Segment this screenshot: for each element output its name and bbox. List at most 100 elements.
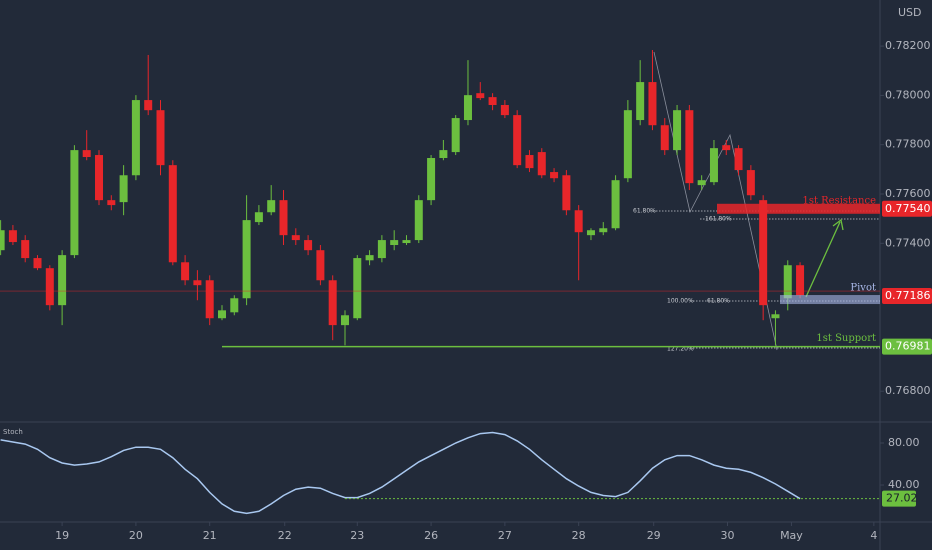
stoch-line bbox=[0, 431, 801, 515]
x-tick-label: 4 bbox=[870, 529, 877, 542]
candle-body bbox=[550, 172, 559, 179]
candle-body bbox=[500, 105, 509, 116]
candle-body bbox=[636, 82, 645, 121]
candle-body bbox=[722, 145, 731, 151]
stoch-tick-label: 80.00 bbox=[888, 436, 920, 449]
stoch-box bbox=[882, 490, 916, 507]
fib-label: 100.00% bbox=[667, 298, 694, 305]
candle-body bbox=[771, 314, 780, 319]
candle-body bbox=[70, 150, 79, 256]
candle-body bbox=[156, 110, 165, 166]
candle-body bbox=[0, 230, 5, 251]
candle-body bbox=[45, 268, 54, 306]
candle-body bbox=[488, 97, 497, 106]
price-box-label: 0.77186 bbox=[885, 289, 931, 302]
currency: USD bbox=[898, 6, 922, 19]
candle-body bbox=[513, 115, 522, 166]
x-tick-label: 19 bbox=[55, 529, 69, 542]
candle-body bbox=[95, 155, 104, 201]
candle-body bbox=[21, 240, 30, 259]
y-tick-label: 0.78000 bbox=[885, 88, 931, 101]
x-tick-label: 28 bbox=[572, 529, 586, 542]
candle-body bbox=[685, 110, 694, 184]
x-tick-label: May bbox=[780, 529, 803, 542]
candle-body bbox=[328, 280, 337, 326]
candle-body bbox=[734, 148, 743, 171]
candle-body bbox=[746, 170, 755, 196]
candle-body bbox=[414, 200, 423, 241]
candle-body bbox=[279, 200, 288, 236]
candle-body bbox=[796, 265, 805, 296]
level-name: 1st Support bbox=[816, 333, 876, 344]
stoch-box-label: 27.02 bbox=[886, 492, 918, 505]
candle-body bbox=[439, 150, 448, 159]
candle-body bbox=[193, 280, 202, 286]
candle-body bbox=[291, 235, 300, 241]
candle-body bbox=[230, 298, 239, 313]
candle-body bbox=[673, 110, 682, 151]
price-box bbox=[882, 200, 932, 217]
y-tick-label: 0.77800 bbox=[885, 138, 931, 151]
candle-body bbox=[599, 228, 608, 233]
price-box bbox=[882, 288, 932, 305]
arrow-head bbox=[832, 218, 844, 231]
candle-body bbox=[82, 150, 91, 158]
candle-body bbox=[254, 212, 263, 223]
fib-label: 127.20% bbox=[667, 346, 694, 353]
level-name: 1st Resistance bbox=[802, 195, 876, 206]
candle-body bbox=[427, 158, 436, 201]
x-tick-label: 27 bbox=[498, 529, 512, 542]
stoch-label: Stoch bbox=[3, 428, 23, 436]
candle-body bbox=[377, 240, 386, 259]
candle-body bbox=[623, 110, 632, 179]
level-zone bbox=[717, 203, 880, 214]
candle-body bbox=[8, 230, 17, 243]
candle-body bbox=[119, 175, 128, 203]
candle-body bbox=[537, 152, 546, 176]
fib-label: 161.80% bbox=[705, 216, 732, 223]
candle-body bbox=[402, 240, 411, 244]
candle-body bbox=[525, 155, 534, 169]
price-box-label: 0.77540 bbox=[885, 202, 931, 215]
arrow bbox=[805, 221, 841, 298]
candle-body bbox=[463, 95, 472, 121]
y-tick-label: 0.77600 bbox=[885, 187, 931, 200]
candle-body bbox=[267, 200, 276, 213]
candle-body bbox=[660, 125, 669, 151]
candle-body bbox=[648, 82, 657, 126]
candle-body bbox=[353, 258, 362, 319]
candle-body bbox=[783, 265, 792, 299]
x-tick-label: 30 bbox=[720, 529, 734, 542]
candle-body bbox=[33, 258, 42, 269]
candle-body bbox=[144, 100, 153, 111]
candle-body bbox=[390, 240, 399, 246]
candle-body bbox=[316, 250, 325, 281]
x-tick-label: 21 bbox=[203, 529, 217, 542]
fib-label: 61.80% bbox=[633, 208, 656, 215]
candle-body bbox=[107, 200, 116, 206]
stoch-tick-label: 40.00 bbox=[888, 478, 920, 491]
candle-body bbox=[709, 148, 718, 183]
level-name: Pivot bbox=[850, 283, 876, 294]
price-box bbox=[882, 338, 932, 355]
candle-body bbox=[340, 315, 349, 326]
candle-body bbox=[697, 180, 706, 186]
x-tick-label: 26 bbox=[424, 529, 438, 542]
fib-label: 61.80% bbox=[707, 298, 730, 305]
candle-body bbox=[131, 100, 140, 176]
candle-body bbox=[365, 255, 374, 261]
x-tick-label: 20 bbox=[129, 529, 143, 542]
candle-body bbox=[562, 175, 571, 211]
y-tick-label: 0.77400 bbox=[885, 236, 931, 249]
candle-body bbox=[205, 280, 214, 319]
candle-body bbox=[759, 200, 768, 306]
candle-body bbox=[586, 230, 595, 236]
y-tick-label: 0.76800 bbox=[885, 384, 931, 397]
candle-body bbox=[58, 255, 67, 306]
x-tick-label: 22 bbox=[278, 529, 292, 542]
candle-body bbox=[217, 310, 226, 319]
candle-body bbox=[451, 118, 460, 153]
candle-body bbox=[181, 262, 190, 281]
